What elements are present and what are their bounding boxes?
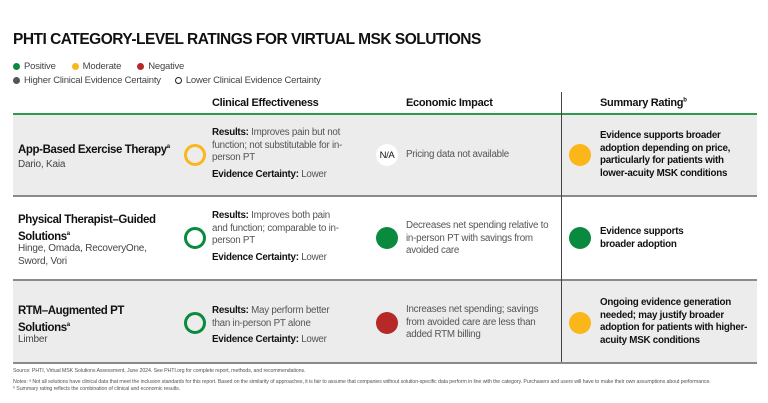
moderate-lower-certainty-icon [184, 144, 206, 166]
moderate-rating-icon [569, 312, 591, 334]
row-divider [13, 195, 757, 197]
certainty-value: Lower [301, 169, 327, 181]
economic-text: Decreases net spending relative to in-pe… [406, 220, 549, 257]
note-b: ᵇ Summary rating reflects the combinatio… [13, 386, 181, 392]
summary-text: Ongoing evidence generation needed; may … [600, 297, 748, 347]
clinical-text: Results: Improves both pain and function… [212, 210, 347, 265]
results-text: May perform better than in-person PT alo… [212, 305, 330, 329]
name-text: App-Based Exercise Therapy [18, 143, 167, 156]
filled-circle-icon [13, 77, 20, 84]
results-text: Improves pain but not function; not subs… [212, 127, 343, 164]
positive-dot-icon [13, 63, 20, 70]
legend-certainty: Higher Clinical Evidence Certainty Lower… [13, 75, 321, 86]
results-text: Improves both pain and function; compara… [212, 210, 339, 247]
negative-dot-icon [137, 63, 145, 70]
positive-lower-certainty-icon [184, 227, 206, 249]
legend-ratings: Positive Moderate Negative [13, 61, 184, 72]
footnote-marker: a [66, 231, 70, 237]
solution-name: RTM–Augmented PT Solutionsa [18, 304, 138, 335]
name-text: RTM–Augmented PT Solutions [18, 305, 125, 334]
footnote-marker: b [683, 97, 687, 104]
header-summary: Summary Ratingb [600, 97, 687, 109]
negative-rating-icon [376, 312, 398, 334]
name-text: Physical Therapist–Guided Solutions [18, 214, 156, 243]
source-note: Source: PHTI, Virtual MSK Solutions Asse… [13, 368, 306, 374]
notes: Notes: ᵃ Not all solutions have clinical… [13, 379, 711, 385]
legend-positive: Positive [24, 61, 56, 72]
clinical-text: Results: Improves pain but not function;… [212, 127, 357, 182]
legend-lower: Lower Clinical Evidence Certainty [185, 75, 321, 86]
positive-rating-icon [569, 227, 591, 249]
legend-negative: Negative [148, 61, 185, 72]
moderate-dot-icon [71, 63, 79, 70]
column-divider [561, 92, 562, 362]
companies: Hinge, Omada, RecoveryOne, Sword, Vori [18, 243, 147, 267]
footnote-marker: a [66, 322, 70, 328]
page-title: PHTI CATEGORY-LEVEL RATINGS FOR VIRTUAL … [13, 31, 481, 48]
companies: Dario, Kaia [18, 159, 66, 170]
summary-text: Evidence supports broader adoption depen… [600, 130, 731, 180]
clinical-text: Results: May perform better than in-pers… [212, 305, 347, 347]
positive-rating-icon [376, 227, 398, 249]
results-label: Results: [212, 127, 249, 138]
certainty-label: Evidence Certainty: [212, 252, 299, 264]
certainty-value: Lower [301, 334, 327, 346]
results-label: Results: [212, 210, 249, 221]
certainty-label: Evidence Certainty: [212, 334, 299, 346]
moderate-rating-icon [569, 144, 591, 166]
solution-name: Physical Therapist–Guided Solutionsa [18, 213, 168, 244]
row-divider [13, 362, 757, 364]
header-divider [13, 113, 757, 115]
companies: Limber [18, 334, 48, 345]
certainty-label: Evidence Certainty: [212, 169, 299, 181]
not-available-badge: N/A [376, 144, 398, 166]
economic-text: Pricing data not available [406, 149, 509, 160]
certainty-value: Lower [301, 252, 327, 264]
positive-lower-certainty-icon [184, 312, 206, 334]
header-clinical: Clinical Effectiveness [212, 97, 319, 109]
summary-text: Evidence supports broader adoption [600, 226, 684, 250]
results-label: Results: [212, 305, 249, 316]
solution-name: App-Based Exercise Therapya [18, 140, 178, 157]
legend-higher: Higher Clinical Evidence Certainty [24, 75, 161, 86]
header-economic: Economic Impact [406, 97, 493, 109]
footnote-marker: a [166, 144, 170, 150]
header-summary-label: Summary Rating [600, 97, 684, 109]
economic-text: Increases net spending; savings from avo… [406, 304, 539, 341]
open-circle-icon [174, 77, 182, 84]
legend-moderate: Moderate [82, 61, 122, 72]
row-divider [13, 279, 757, 281]
